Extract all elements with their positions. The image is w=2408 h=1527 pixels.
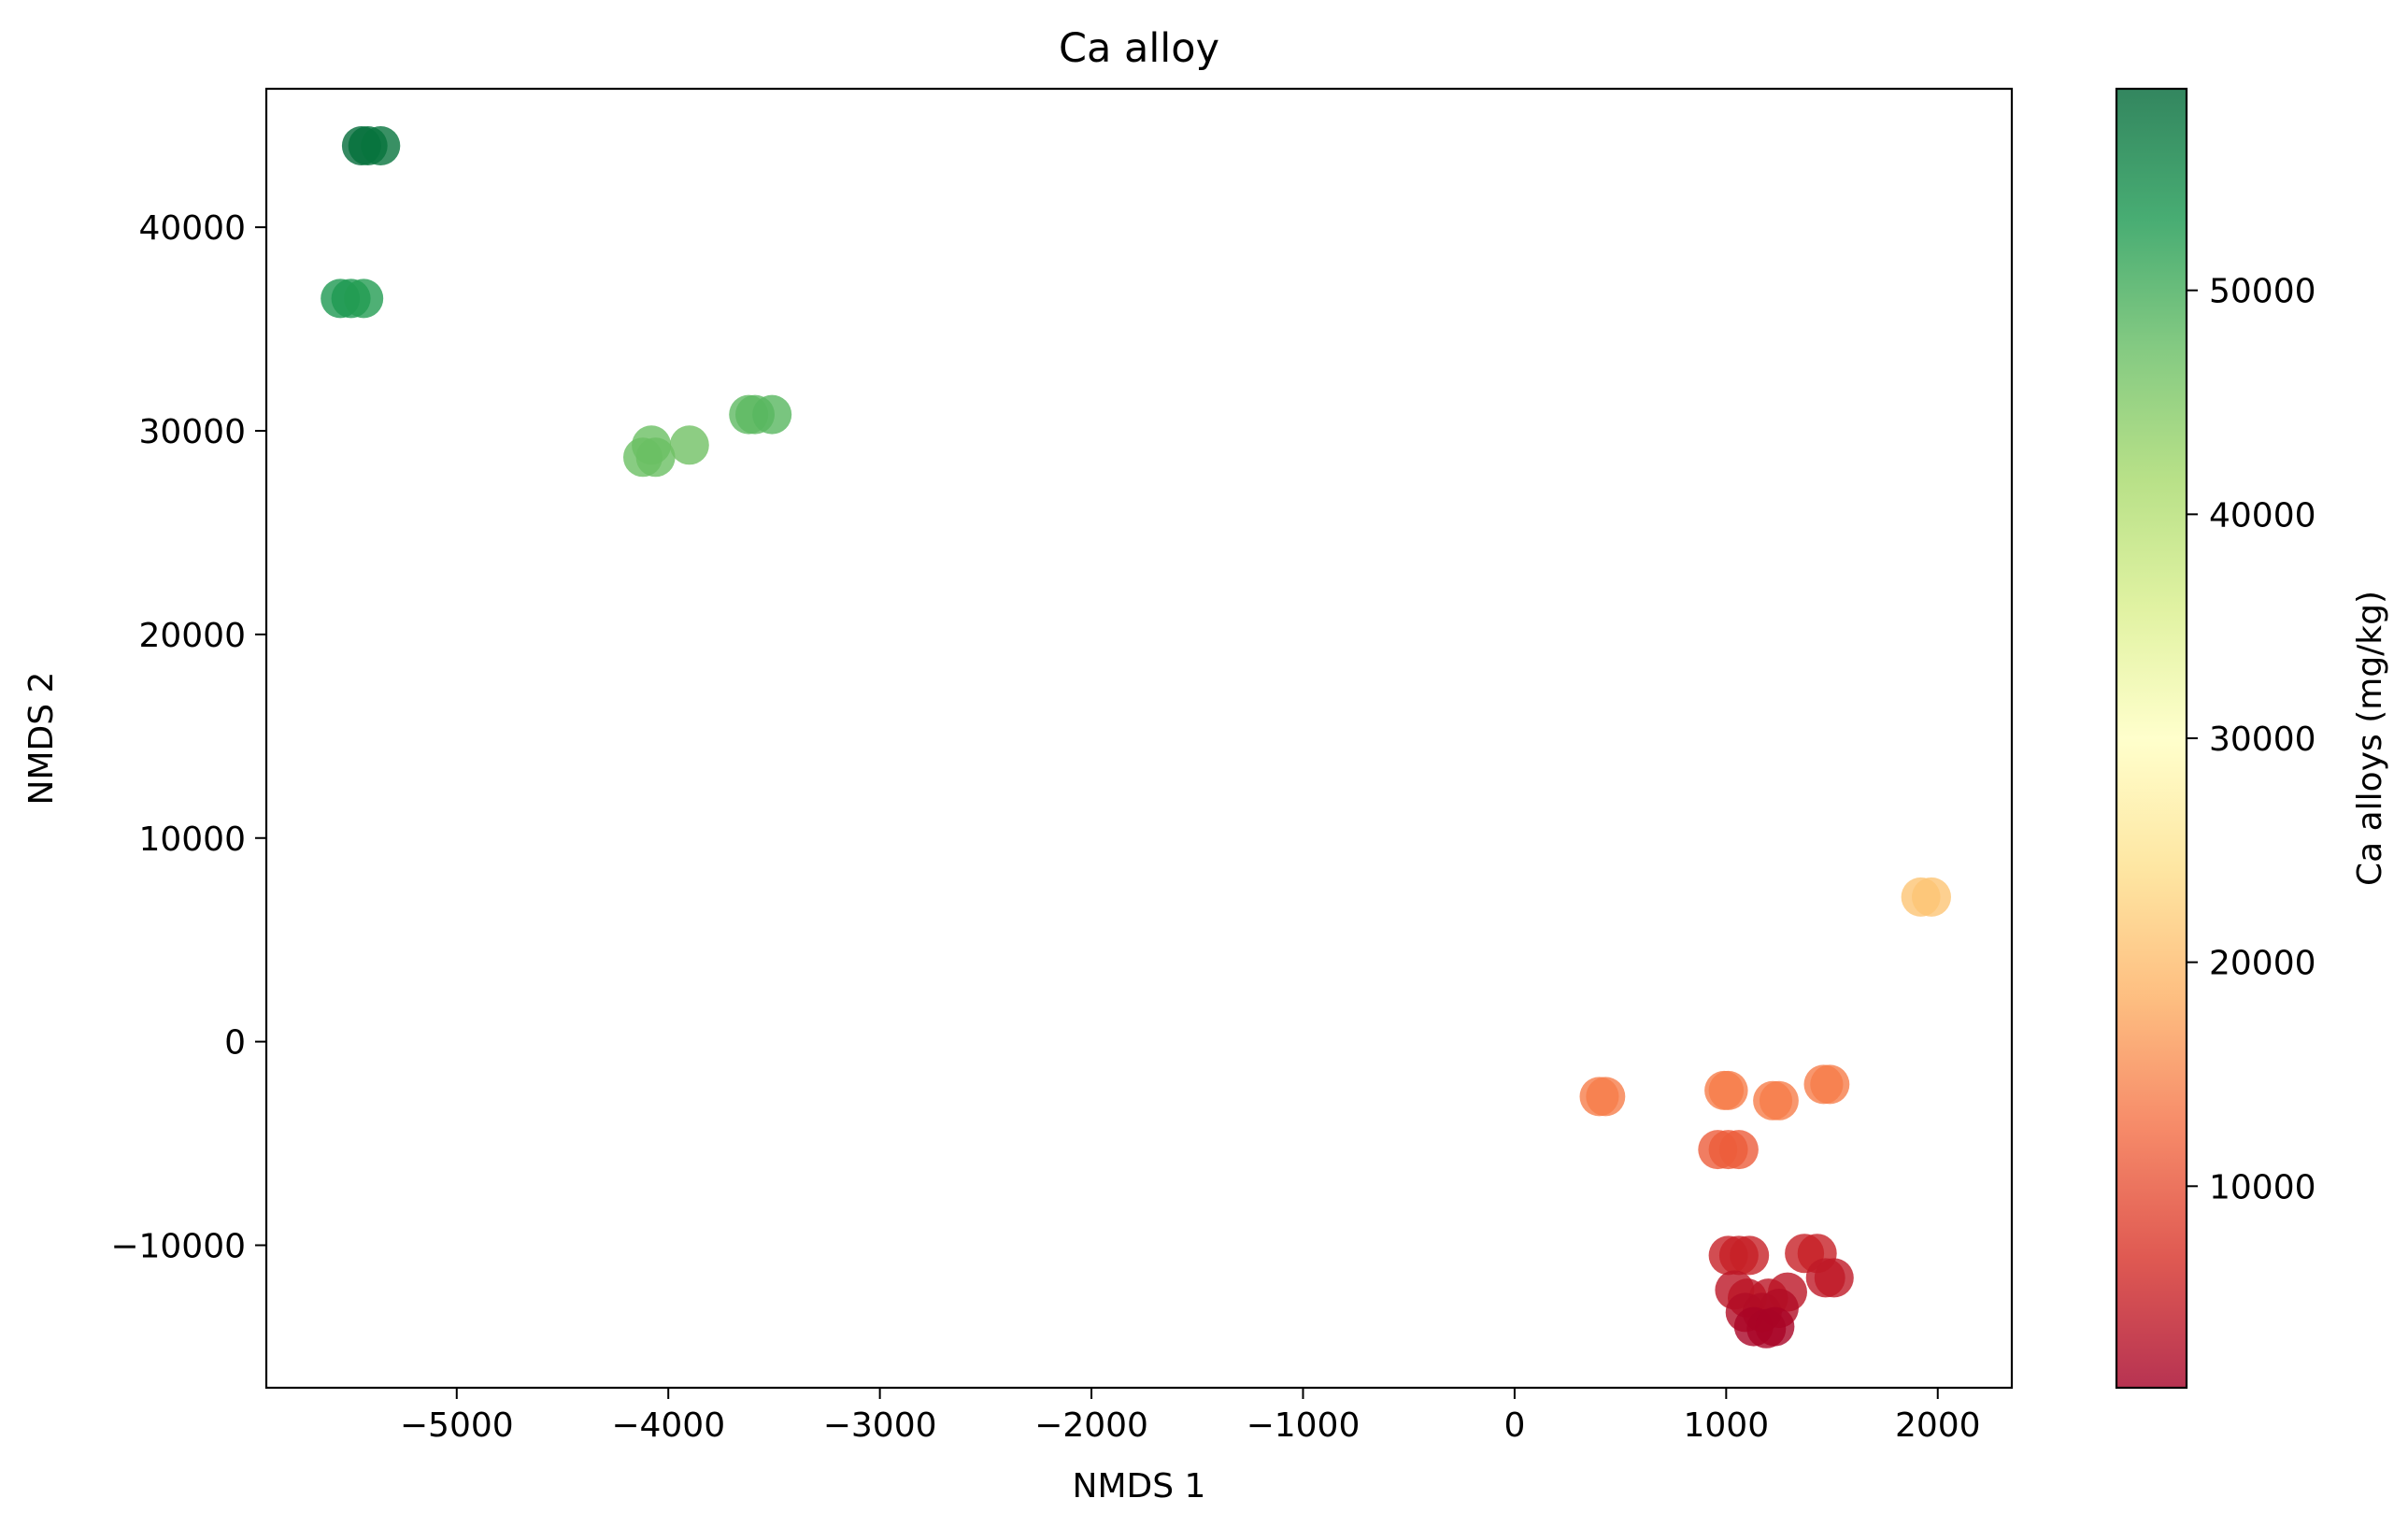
x-tick-label: −1000 (1247, 1406, 1361, 1445)
x-tick-label: 0 (1503, 1406, 1525, 1445)
y-axis: −10000 0 10000 20000 30000 40000 (110, 209, 266, 1265)
colorbar-tick-label: 40000 (2209, 496, 2316, 535)
data-point (1586, 1077, 1626, 1117)
data-point (361, 126, 401, 165)
data-point (344, 278, 384, 319)
x-tick-label: −3000 (823, 1406, 937, 1445)
y-tick-label: 10000 (138, 821, 246, 859)
colorbar-tick-label: 20000 (2209, 945, 2316, 983)
colorbar-tick-label: 30000 (2209, 721, 2316, 759)
colorbar-axis: 10000 20000 30000 40000 50000 (2187, 273, 2316, 1206)
data-point (1814, 1258, 1854, 1298)
colorbar-tick-label: 10000 (2209, 1168, 2316, 1206)
y-tick-label: −10000 (110, 1227, 246, 1265)
x-tick-label: −2000 (1034, 1406, 1148, 1445)
x-axis-title: NMDS 1 (1073, 1467, 1206, 1506)
points-layer (321, 126, 1951, 1349)
x-tick-label: −4000 (611, 1406, 725, 1445)
data-point (1730, 1235, 1770, 1276)
data-point (1718, 1130, 1759, 1170)
data-point (1912, 877, 1951, 917)
data-point (752, 394, 792, 435)
colorbar-tick-label: 50000 (2209, 273, 2316, 311)
colorbar-title: Ca alloys (mg/kg) (2351, 591, 2389, 886)
data-point (1708, 1070, 1748, 1110)
data-point (1759, 1080, 1799, 1120)
chart-title: Ca alloy (1059, 25, 1219, 72)
plot-frame (264, 87, 2014, 1390)
colorbar-gradient (2116, 89, 2187, 1388)
data-point (1755, 1306, 1795, 1347)
x-tick-label: 2000 (1895, 1406, 1981, 1445)
y-axis-title: NMDS 2 (22, 672, 61, 806)
y-tick-label: 40000 (138, 209, 246, 248)
x-tick-label: −5000 (400, 1406, 514, 1445)
x-tick-label: 1000 (1684, 1406, 1770, 1445)
y-tick-label: 0 (224, 1024, 246, 1063)
y-tick-label: 20000 (138, 617, 246, 655)
x-axis: −5000 −4000 −3000 −2000 −1000 0 1000 2000 (400, 1388, 1981, 1445)
data-point (635, 437, 676, 478)
data-point (669, 425, 709, 465)
y-tick-label: 30000 (138, 413, 246, 451)
data-point (1810, 1064, 1850, 1105)
